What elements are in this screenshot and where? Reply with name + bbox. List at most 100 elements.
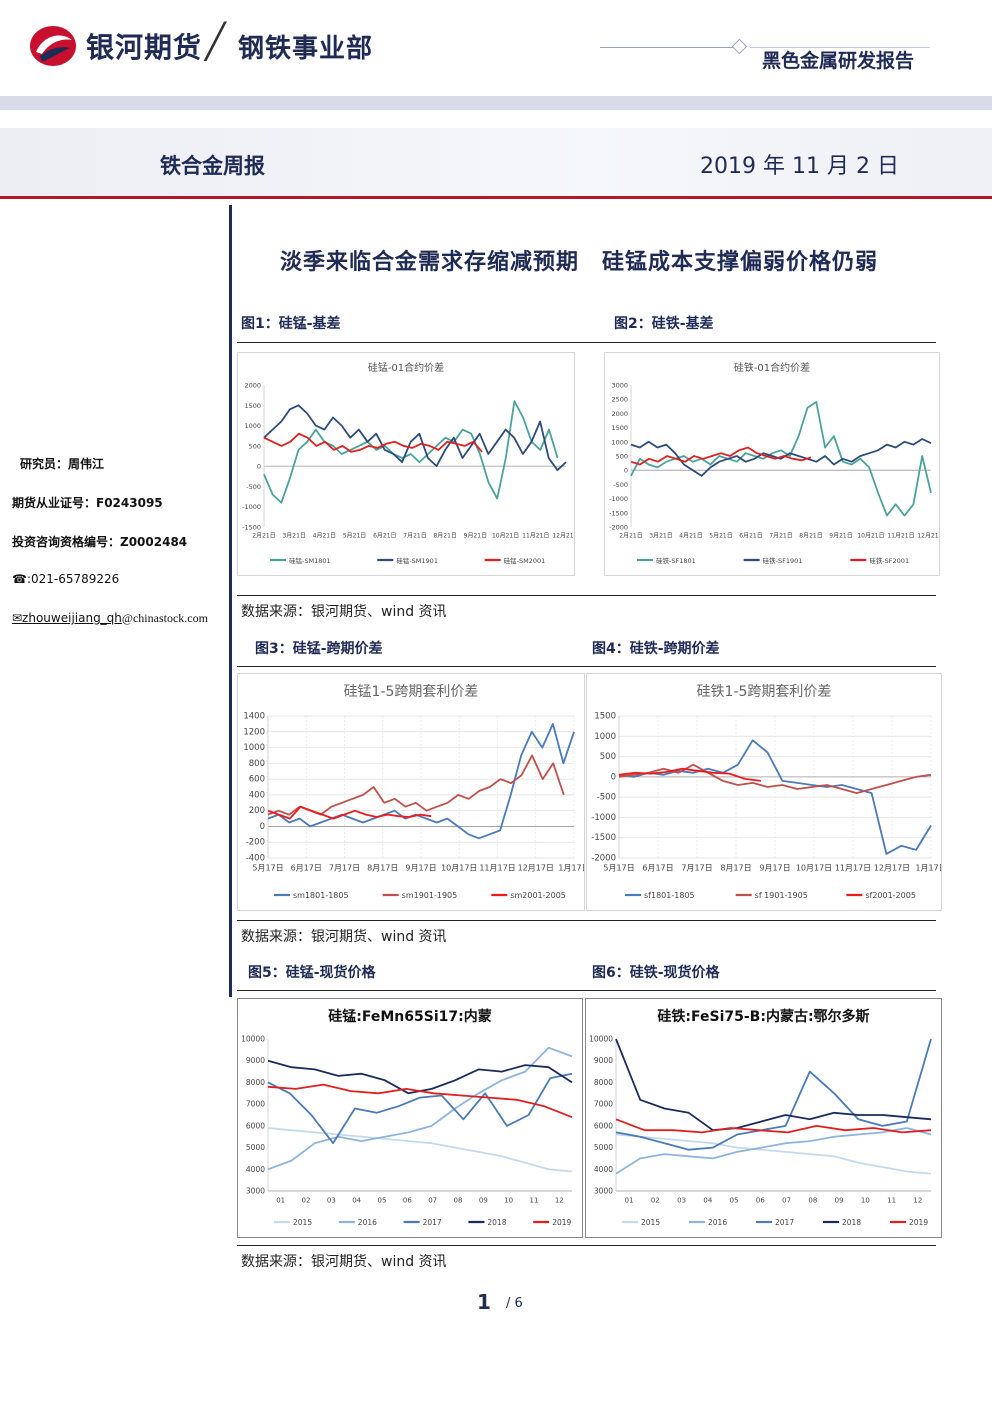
y-tick-label: 4000 bbox=[594, 1165, 613, 1174]
page-total: / 6 bbox=[506, 1296, 523, 1311]
series-line bbox=[267, 1072, 573, 1145]
rule bbox=[237, 595, 936, 596]
email-domain: @chinastock.com bbox=[121, 611, 208, 625]
y-tick-label: -1000 bbox=[242, 503, 261, 511]
page-number: 1 bbox=[477, 1290, 491, 1314]
x-tick-label: 10月21日 bbox=[492, 533, 519, 540]
y-tick-label: 1000 bbox=[243, 743, 265, 753]
y-tick-label: 10000 bbox=[589, 1035, 613, 1044]
series-line bbox=[267, 723, 575, 840]
y-tick-label: 7000 bbox=[246, 1100, 265, 1109]
license-number: 期货从业证号：F0243095 bbox=[12, 496, 163, 510]
galaxy-logo-icon bbox=[30, 26, 76, 66]
series-line bbox=[267, 1046, 573, 1171]
figure-6-label: 图6：硅铁-现货价格 bbox=[592, 965, 720, 981]
x-tick-label: 10月17日 bbox=[441, 864, 477, 873]
legend-label: 硅锰-SM2001 bbox=[504, 556, 546, 565]
y-tick-label: 500 bbox=[616, 453, 628, 461]
y-tick-label: -1500 bbox=[242, 524, 261, 532]
report-date: 2019 年 11 月 2 日 bbox=[700, 154, 899, 179]
y-tick-label: -500 bbox=[246, 483, 261, 491]
y-tick-label: 1500 bbox=[611, 424, 628, 432]
source-3: 数据来源：银河期货、wind 资讯 bbox=[241, 1254, 447, 1270]
x-tick-label: 07 bbox=[428, 1197, 437, 1205]
x-tick-label: 2月21日 bbox=[619, 533, 642, 540]
x-tick-label: 7月21日 bbox=[403, 533, 426, 540]
x-tick-label: 4月21日 bbox=[679, 533, 702, 540]
x-tick-label: 9月21日 bbox=[464, 533, 487, 540]
legend-label: 2019 bbox=[909, 1218, 928, 1227]
x-tick-label: 03 bbox=[327, 1197, 336, 1205]
x-tick-label: 02 bbox=[651, 1197, 660, 1205]
x-tick-label: 06 bbox=[403, 1197, 412, 1205]
series-line bbox=[267, 1127, 573, 1173]
x-tick-label: 1月17日 bbox=[558, 864, 584, 873]
y-tick-label: -200 bbox=[246, 838, 265, 848]
y-tick-label: 1500 bbox=[244, 402, 261, 410]
y-tick-label: 6000 bbox=[246, 1121, 265, 1130]
y-tick-label: -2000 bbox=[609, 524, 628, 532]
x-tick-label: 5月21日 bbox=[709, 533, 732, 540]
x-tick-label: 4月21日 bbox=[313, 533, 336, 540]
figure-5-label: 图5：硅锰-现货价格 bbox=[248, 965, 376, 981]
y-tick-label: 6000 bbox=[594, 1121, 613, 1130]
x-tick-label: 8月21日 bbox=[799, 533, 822, 540]
title-band bbox=[0, 128, 992, 196]
figure-4-label: 图4：硅铁-跨期价差 bbox=[592, 641, 720, 657]
y-tick-label: 8000 bbox=[246, 1078, 265, 1087]
report-type: 黑色金属研发报告 bbox=[762, 50, 915, 72]
chart-title: 硅铁:FeSi75-B:内蒙古:鄂尔多斯 bbox=[657, 1008, 869, 1025]
series-line bbox=[618, 767, 761, 782]
x-tick-label: 07 bbox=[782, 1197, 791, 1205]
brand-name: 银河期货 bbox=[86, 31, 203, 64]
x-tick-label: 11月21日 bbox=[887, 533, 914, 540]
x-tick-label: 03 bbox=[677, 1197, 686, 1205]
x-tick-label: 10月21日 bbox=[857, 533, 884, 540]
y-tick-label: 3000 bbox=[594, 1187, 613, 1196]
legend-label: sf1801-1805 bbox=[644, 891, 695, 900]
rule bbox=[237, 666, 936, 667]
x-tick-label: 11月17日 bbox=[835, 864, 871, 873]
y-tick-label: 0 bbox=[260, 822, 265, 832]
figure-1-label: 图1：硅锰-基差 bbox=[241, 316, 341, 332]
y-tick-label: -2000 bbox=[591, 854, 616, 864]
series-line bbox=[630, 446, 812, 466]
y-tick-label: 2500 bbox=[611, 396, 628, 404]
y-tick-label: -400 bbox=[246, 854, 265, 864]
y-tick-label: 9000 bbox=[246, 1056, 265, 1065]
consult-number: 投资咨询资格编号：Z0002484 bbox=[12, 535, 188, 549]
weekly-title: 铁合金周报 bbox=[160, 154, 265, 178]
legend-label: 硅铁-SF1801 bbox=[656, 556, 696, 565]
chart-5: 硅锰:FeMn65Si17:内蒙 10000 9000 8000 7000 6000 500… bbox=[237, 998, 583, 1238]
chart-3: 硅锰1-5跨期套利价差 1400 1200 1000 800 600 400 200 0 -200… bbox=[237, 673, 585, 911]
series-line bbox=[263, 432, 483, 453]
legend-label: 硅铁-SF2001 bbox=[869, 556, 909, 565]
x-tick-label: 3月21日 bbox=[282, 533, 305, 540]
x-tick-label: 9月17日 bbox=[759, 864, 790, 873]
x-tick-label: 12月21日 bbox=[917, 533, 939, 540]
series-line bbox=[615, 1118, 932, 1134]
y-tick-label: 0 bbox=[257, 463, 261, 471]
rule bbox=[237, 920, 936, 921]
chart-title: 硅铁1-5跨期套利价差 bbox=[697, 684, 832, 700]
y-tick-label: 1400 bbox=[243, 712, 265, 722]
legend-label: 硅铁-SF1901 bbox=[763, 556, 803, 565]
x-tick-label: 5月21日 bbox=[343, 533, 366, 540]
chart-4: 硅铁1-5跨期套利价差 1500 1000 500 0 -500 -1000 -1500 -20… bbox=[586, 673, 942, 911]
x-tick-label: 6月17日 bbox=[291, 864, 322, 873]
x-tick-label: 11月17日 bbox=[479, 864, 515, 873]
series-line bbox=[615, 1133, 932, 1175]
legend-label: 2018 bbox=[842, 1218, 861, 1227]
x-tick-label: 12月17日 bbox=[874, 864, 910, 873]
x-tick-label: 1月17日 bbox=[915, 864, 941, 873]
legend-label: 2015 bbox=[293, 1218, 312, 1227]
y-tick-label: 9000 bbox=[594, 1056, 613, 1065]
series-line bbox=[618, 739, 932, 855]
x-tick-label: 09 bbox=[835, 1197, 844, 1205]
chart-title: 硅锰:FeMn65Si17:内蒙 bbox=[328, 1008, 491, 1025]
y-tick-label: 600 bbox=[249, 775, 265, 785]
y-tick-label: 5000 bbox=[594, 1143, 613, 1152]
header-red-rule bbox=[0, 196, 992, 199]
y-tick-label: 400 bbox=[249, 790, 265, 800]
email[interactable]: ✉zhouweijiang_qh@chinastock.com bbox=[12, 611, 208, 626]
